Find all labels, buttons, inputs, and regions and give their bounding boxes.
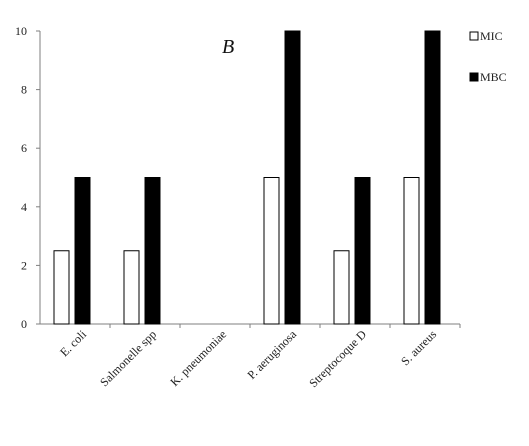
y-tick-label: 0 [21, 317, 27, 331]
y-tick-label: 6 [21, 141, 27, 155]
bar-mic-1 [123, 250, 140, 325]
legend-swatch-mbc [469, 72, 479, 82]
legend-label-mic: MIC [480, 29, 503, 43]
y-tick-label: 2 [21, 258, 27, 272]
y-tick-label: 4 [21, 200, 27, 214]
bars [53, 30, 441, 325]
bar-mbc-0 [74, 177, 91, 325]
bar-mic-4 [333, 250, 350, 325]
category-label: P. aeruginosa [244, 327, 299, 382]
bar-mic-0 [53, 250, 70, 325]
bar-mbc-1 [144, 177, 161, 325]
category-labels: E. coli Salmonelle spp K. pneumoniae P. aer… [57, 327, 439, 390]
category-label: Streptocoque D [306, 327, 369, 390]
bar-mic-5 [403, 177, 420, 325]
category-label: K. pneumoniae [167, 327, 229, 389]
panel-label: B [222, 36, 234, 58]
axes [36, 30, 461, 328]
bar-mbc-4 [354, 177, 371, 325]
y-tick-labels: 0 2 4 6 8 10 [15, 24, 27, 331]
bar-mbc-3 [284, 30, 301, 325]
category-label: Salmonelle spp [97, 327, 159, 389]
category-label: E. coli [57, 327, 90, 360]
category-label: S. aureus [398, 327, 439, 368]
bar-mbc-5 [424, 30, 441, 325]
y-tick-label: 10 [15, 24, 27, 38]
y-tick-label: 8 [21, 83, 27, 97]
legend-label-mbc: MBC [480, 70, 507, 84]
legend-swatch-mic [469, 31, 479, 41]
bar-mic-3 [263, 177, 280, 325]
legend: MIC MBC [469, 29, 507, 84]
